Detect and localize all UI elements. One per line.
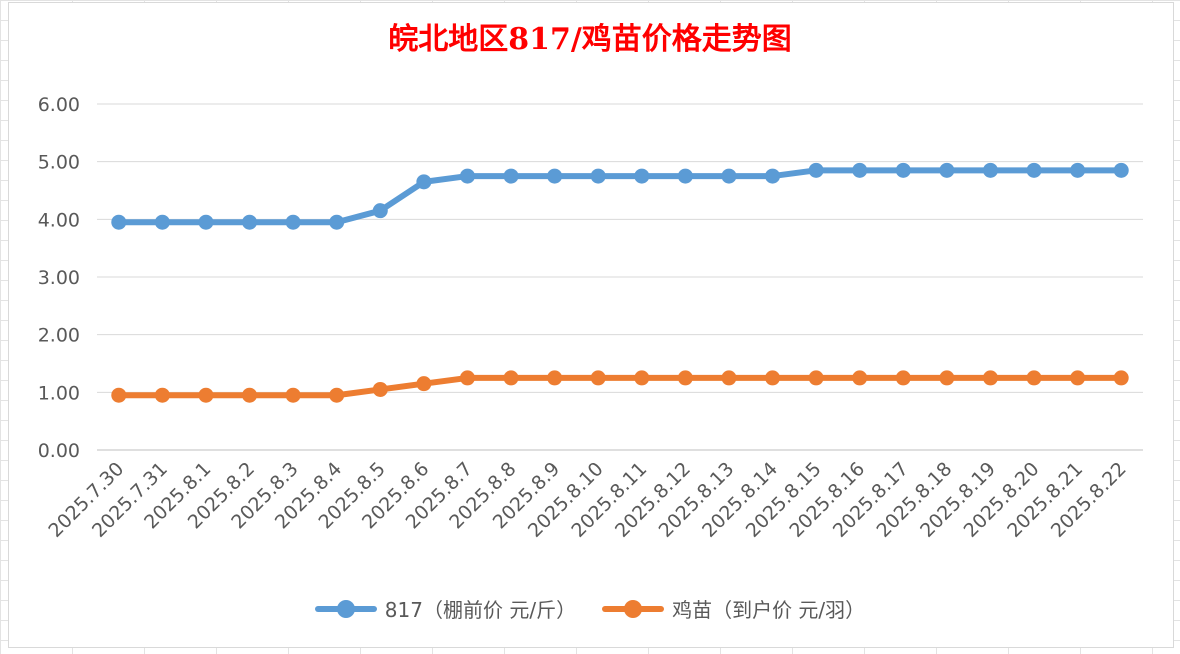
chart-area[interactable] [8, 2, 1174, 648]
data-point[interactable] [939, 162, 955, 178]
legend-label-chick: 鸡苗（到户价 元/羽） [672, 598, 866, 622]
data-point[interactable] [285, 387, 301, 403]
data-point[interactable] [1070, 370, 1086, 386]
y-tick-label: 2.00 [38, 325, 80, 347]
data-point[interactable] [852, 370, 868, 386]
data-point[interactable] [982, 162, 998, 178]
data-point[interactable] [1113, 370, 1129, 386]
data-point[interactable] [677, 370, 693, 386]
data-point[interactable] [329, 214, 345, 230]
legend-swatch-817 [314, 599, 377, 619]
data-point[interactable] [895, 370, 911, 386]
legend-item-817[interactable]: 817（棚前价 元/斤） [314, 594, 577, 623]
data-point[interactable] [242, 214, 258, 230]
data-point[interactable] [111, 214, 127, 230]
data-point[interactable] [808, 162, 824, 178]
data-point[interactable] [808, 370, 824, 386]
data-point[interactable] [503, 168, 519, 184]
data-point[interactable] [285, 214, 301, 230]
chart-title: 皖北地区817/鸡苗价格走势图 [388, 22, 792, 57]
data-point[interactable] [459, 370, 475, 386]
data-point[interactable] [111, 387, 127, 403]
data-point[interactable] [1070, 162, 1086, 178]
data-point[interactable] [721, 168, 737, 184]
y-tick-label: 6.00 [38, 94, 80, 116]
y-tick-label: 3.00 [38, 267, 80, 289]
data-point[interactable] [198, 387, 214, 403]
data-point[interactable] [503, 370, 519, 386]
legend-label-817: 817（棚前价 元/斤） [384, 598, 577, 622]
data-point[interactable] [154, 387, 170, 403]
data-point[interactable] [416, 174, 432, 190]
data-point[interactable] [154, 214, 170, 230]
legend-item-chick[interactable]: 鸡苗（到户价 元/羽） [602, 594, 865, 623]
data-point[interactable] [765, 370, 781, 386]
data-point[interactable] [416, 376, 432, 392]
data-point[interactable] [939, 370, 955, 386]
data-point[interactable] [547, 370, 563, 386]
y-tick-label: 4.00 [38, 209, 80, 231]
data-point[interactable] [547, 168, 563, 184]
x-axis-ticks: 2025.7.302025.7.312025.8.12025.8.22025.8… [44, 458, 1130, 542]
y-axis-ticks: 0.00 1.00 2.00 3.00 4.00 5.00 6.00 [38, 94, 80, 462]
data-point[interactable] [721, 370, 737, 386]
data-point[interactable] [590, 168, 606, 184]
data-point[interactable] [1026, 370, 1042, 386]
series-layer [111, 162, 1129, 403]
data-point[interactable] [372, 381, 388, 397]
data-point[interactable] [982, 370, 998, 386]
data-point[interactable] [895, 162, 911, 178]
data-point[interactable] [677, 168, 693, 184]
legend-swatch-chick [602, 599, 665, 619]
data-point[interactable] [590, 370, 606, 386]
legend: 817（棚前价 元/斤） 鸡苗（到户价 元/羽） [0, 594, 1180, 623]
gridlines [97, 103, 1143, 451]
data-point[interactable] [634, 370, 650, 386]
data-point[interactable] [634, 168, 650, 184]
data-point[interactable] [765, 168, 781, 184]
y-tick-label: 0.00 [38, 440, 80, 462]
y-tick-label: 1.00 [38, 382, 80, 404]
data-point[interactable] [242, 387, 258, 403]
data-point[interactable] [1113, 162, 1129, 178]
data-point[interactable] [372, 203, 388, 219]
data-point[interactable] [1026, 162, 1042, 178]
data-point[interactable] [329, 387, 345, 403]
data-point[interactable] [852, 162, 868, 178]
data-point[interactable] [198, 214, 214, 230]
y-tick-label: 5.00 [38, 152, 80, 174]
data-point[interactable] [459, 168, 475, 184]
series-line-0[interactable] [115, 167, 1125, 226]
